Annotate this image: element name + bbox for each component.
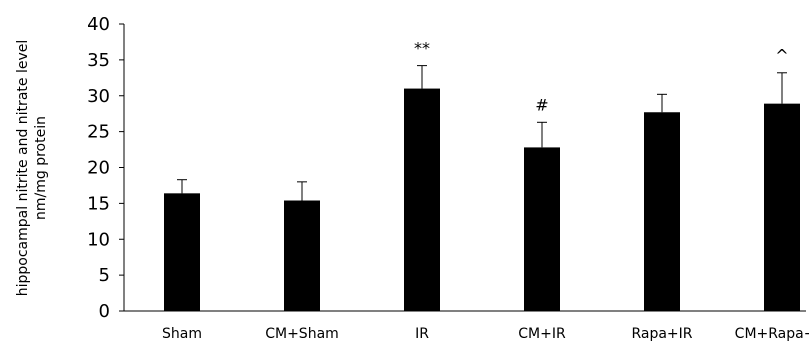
y-axis-title: hippocampal nitrite and nitrate level nm/… [15, 40, 49, 297]
y-tick-label: 0 [99, 301, 110, 322]
y-axis: 0 5 10 15 20 25 30 35 40 [87, 14, 125, 322]
x-tick-label: CM+Rapa+IR [735, 326, 809, 342]
significance-annotation: ^ [775, 46, 788, 65]
bar [764, 103, 800, 311]
bar [524, 147, 560, 311]
x-tick-label: CM+IR [518, 326, 566, 342]
bars: ** # ^ [164, 39, 800, 311]
significance-annotation: # [535, 95, 548, 114]
x-tick-label: IR [415, 326, 429, 342]
y-tick-label: 35 [87, 50, 110, 71]
bar [644, 112, 680, 311]
y-tick-label: 15 [87, 193, 110, 214]
bar [284, 200, 320, 311]
y-tick-label: 30 [87, 86, 110, 107]
bar [404, 88, 440, 311]
y-tick-label: 25 [87, 122, 110, 143]
y-axis-title-line: hippocampal nitrite and nitrate level [15, 40, 31, 297]
y-axis-title-line: nm/mg protein [33, 116, 49, 220]
x-tick-label: Sham [162, 326, 202, 342]
significance-annotation: ** [414, 39, 430, 58]
y-axis-label: hippocampal nitrite and nitrate level nm/… [15, 40, 49, 297]
y-tick-label: 10 [87, 229, 110, 250]
x-tick-label: CM+Sham [265, 326, 339, 342]
y-tick-label: 40 [87, 14, 110, 35]
y-tick-label: 5 [99, 265, 110, 286]
x-tick-labels: Sham CM+Sham IR CM+IR Rapa+IR CM+Rapa+IR [162, 326, 809, 342]
x-tick-label: Rapa+IR [631, 326, 692, 342]
bar [164, 193, 200, 311]
y-tick-label: 20 [87, 158, 110, 179]
